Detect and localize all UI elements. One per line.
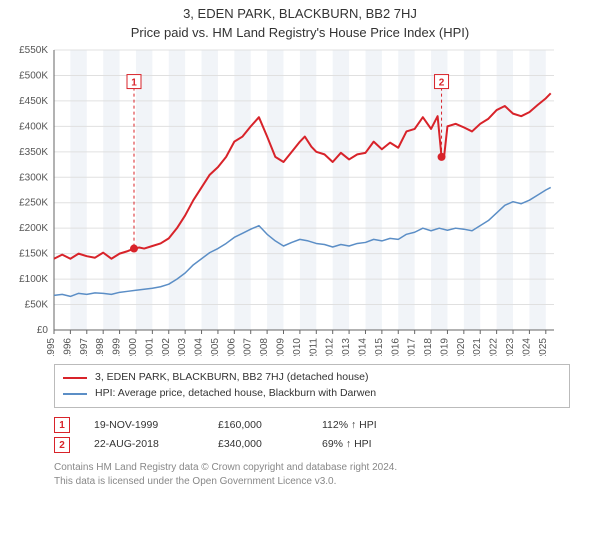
svg-text:2024: 2024 [521,338,532,356]
svg-text:1: 1 [131,78,137,89]
svg-text:2020: 2020 [456,338,467,356]
sales-row: 2 22-AUG-2018 £340,000 69% ↑ HPI [54,435,570,455]
svg-text:2006: 2006 [226,338,237,356]
svg-text:1995: 1995 [46,338,57,356]
svg-text:£200K: £200K [19,223,48,234]
svg-text:£100K: £100K [19,274,48,285]
svg-text:£350K: £350K [19,147,48,158]
svg-text:2008: 2008 [259,338,270,356]
svg-text:2021: 2021 [472,338,483,356]
svg-text:2012: 2012 [325,338,336,356]
sale-price: £340,000 [218,435,298,455]
sale-delta: 69% ↑ HPI [322,435,412,455]
sale-marker: 2 [54,437,70,453]
footer-line2: This data is licensed under the Open Gov… [54,475,570,489]
sale-date: 19-NOV-1999 [94,416,194,436]
svg-text:2022: 2022 [489,338,500,356]
legend-text-blue: HPI: Average price, detached house, Blac… [95,386,376,402]
sale-delta: 112% ↑ HPI [322,416,412,436]
legend-row-red: 3, EDEN PARK, BLACKBURN, BB2 7HJ (detach… [63,370,561,386]
svg-text:£550K: £550K [19,46,48,56]
svg-text:2025: 2025 [538,338,549,356]
sales-table: 1 19-NOV-1999 £160,000 112% ↑ HPI 2 22-AUG-20… [54,416,570,456]
svg-text:2013: 2013 [341,338,352,356]
svg-text:2000: 2000 [128,338,139,356]
legend-swatch-red [63,377,87,379]
svg-text:2016: 2016 [390,338,401,356]
svg-text:£400K: £400K [19,121,48,132]
svg-text:2015: 2015 [374,338,385,356]
chart-subtitle: Price paid vs. HM Land Registry's House … [0,21,600,46]
svg-text:2007: 2007 [243,338,254,356]
svg-text:2018: 2018 [423,338,434,356]
svg-text:£50K: £50K [25,300,49,311]
svg-text:2001: 2001 [144,338,155,356]
svg-text:£0: £0 [37,325,49,336]
sale-price: £160,000 [218,416,298,436]
svg-text:1997: 1997 [79,338,90,356]
footer: Contains HM Land Registry data © Crown c… [54,461,570,488]
svg-text:2: 2 [439,78,445,89]
svg-text:2002: 2002 [161,338,172,356]
svg-text:2010: 2010 [292,338,303,356]
svg-text:£150K: £150K [19,249,48,260]
svg-text:1998: 1998 [95,338,106,356]
svg-text:1996: 1996 [62,338,73,356]
svg-text:£300K: £300K [19,172,48,183]
svg-text:2019: 2019 [439,338,450,356]
svg-text:2011: 2011 [308,338,319,356]
sale-marker: 1 [54,417,70,433]
chart-plot: £0 £50K £100K £150K £200K £250K £300K £350K £400… [8,46,600,356]
sale-date: 22-AUG-2018 [94,435,194,455]
chart-container: 3, EDEN PARK, BLACKBURN, BB2 7HJ Price p… [0,0,600,560]
svg-text:£500K: £500K [19,70,48,81]
svg-text:2009: 2009 [276,338,287,356]
svg-text:2023: 2023 [505,338,516,356]
legend: 3, EDEN PARK, BLACKBURN, BB2 7HJ (detach… [54,364,570,408]
svg-text:2005: 2005 [210,338,221,356]
legend-row-blue: HPI: Average price, detached house, Blac… [63,386,561,402]
svg-text:2004: 2004 [194,338,205,356]
svg-text:2014: 2014 [357,338,368,356]
svg-text:2017: 2017 [407,338,418,356]
sales-row: 1 19-NOV-1999 £160,000 112% ↑ HPI [54,416,570,436]
line-chart-svg: £0 £50K £100K £150K £200K £250K £300K £350K £400… [8,46,568,356]
footer-line1: Contains HM Land Registry data © Crown c… [54,461,570,475]
svg-text:2003: 2003 [177,338,188,356]
svg-text:£250K: £250K [19,198,48,209]
legend-swatch-blue [63,393,87,395]
svg-text:1999: 1999 [112,338,123,356]
svg-text:£450K: £450K [19,96,48,107]
legend-text-red: 3, EDEN PARK, BLACKBURN, BB2 7HJ (detach… [95,370,369,386]
chart-title: 3, EDEN PARK, BLACKBURN, BB2 7HJ [0,0,600,21]
